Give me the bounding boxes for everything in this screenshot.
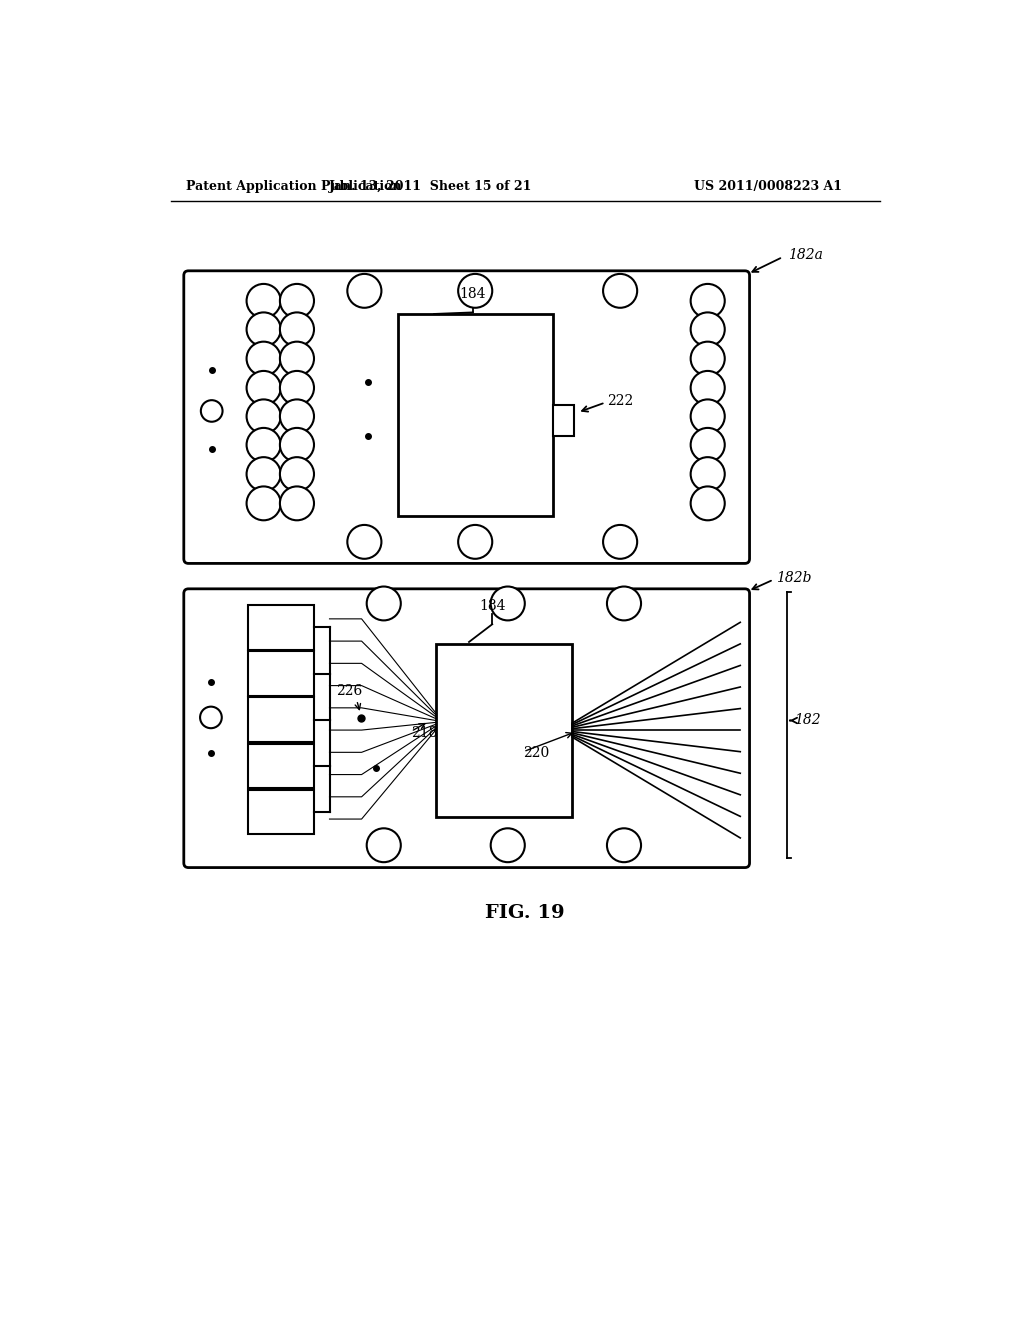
Bar [248, 697, 314, 742]
Circle shape [280, 371, 314, 405]
Circle shape [490, 829, 524, 862]
Circle shape [280, 400, 314, 433]
Circle shape [458, 275, 493, 308]
Circle shape [201, 400, 222, 422]
FancyBboxPatch shape [183, 589, 750, 867]
Bar [436, 644, 572, 817]
Circle shape [280, 487, 314, 520]
Text: 184: 184 [479, 599, 506, 612]
Circle shape [247, 487, 281, 520]
Circle shape [690, 313, 725, 346]
Bar [397, 314, 553, 516]
Circle shape [247, 371, 281, 405]
Circle shape [690, 487, 725, 520]
Circle shape [347, 275, 381, 308]
Text: Patent Application Publication: Patent Application Publication [186, 181, 401, 194]
Bar [248, 743, 314, 788]
Circle shape [280, 313, 314, 346]
Text: Jan. 13, 2011  Sheet 15 of 21: Jan. 13, 2011 Sheet 15 of 21 [329, 181, 531, 194]
Circle shape [690, 457, 725, 491]
Circle shape [607, 829, 641, 862]
Text: US 2011/0008223 A1: US 2011/0008223 A1 [693, 181, 842, 194]
Text: FIG. 19: FIG. 19 [485, 904, 564, 921]
Circle shape [690, 400, 725, 433]
Text: 182a: 182a [788, 248, 823, 261]
Text: 226: 226 [336, 684, 362, 698]
Circle shape [690, 342, 725, 376]
Circle shape [490, 586, 524, 620]
Circle shape [603, 275, 637, 308]
Circle shape [367, 829, 400, 862]
Circle shape [247, 313, 281, 346]
Circle shape [247, 428, 281, 462]
Text: 222: 222 [607, 393, 633, 408]
Circle shape [603, 525, 637, 558]
Circle shape [690, 371, 725, 405]
Circle shape [690, 284, 725, 318]
Circle shape [280, 284, 314, 318]
Bar [248, 651, 314, 696]
Circle shape [280, 457, 314, 491]
Circle shape [247, 284, 281, 318]
Text: 218: 218 [411, 726, 437, 741]
Circle shape [690, 428, 725, 462]
Circle shape [347, 525, 381, 558]
Circle shape [247, 457, 281, 491]
Circle shape [607, 586, 641, 620]
Circle shape [280, 342, 314, 376]
Text: 184: 184 [460, 286, 486, 301]
Circle shape [367, 586, 400, 620]
FancyBboxPatch shape [183, 271, 750, 564]
Circle shape [247, 342, 281, 376]
Text: 220: 220 [523, 746, 550, 760]
Bar [553, 405, 574, 436]
Circle shape [280, 428, 314, 462]
Text: 182b: 182b [776, 572, 811, 585]
Circle shape [247, 400, 281, 433]
Circle shape [458, 525, 493, 558]
Bar [248, 605, 314, 649]
Bar [248, 789, 314, 834]
Circle shape [200, 706, 222, 729]
Text: 182: 182 [795, 714, 821, 727]
